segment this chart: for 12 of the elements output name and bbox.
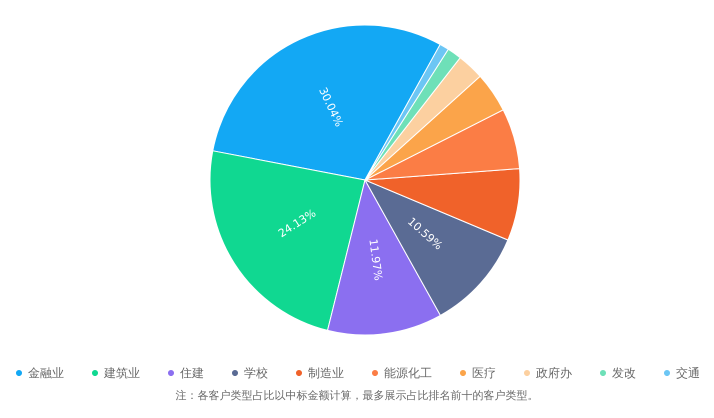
legend-label: 能源化工 [384,366,432,380]
text: 注：各客户类型占比以中标金额计算，最多展示占比排名前十的客户类型。 [176,389,538,402]
legend-label: 医疗 [472,366,496,380]
legend-label: 建筑业 [103,366,140,380]
legend-label: 发改 [612,366,636,380]
data-label: 11.97% [366,238,385,282]
legend-label: 政府办 [536,366,572,380]
legend-label: 交通 [676,366,700,380]
legend-label: 住建 [179,366,204,380]
legend-label: 金融业 [28,366,64,380]
legend-label: 制造业 [308,366,344,380]
legend-label: 学校 [244,366,268,380]
